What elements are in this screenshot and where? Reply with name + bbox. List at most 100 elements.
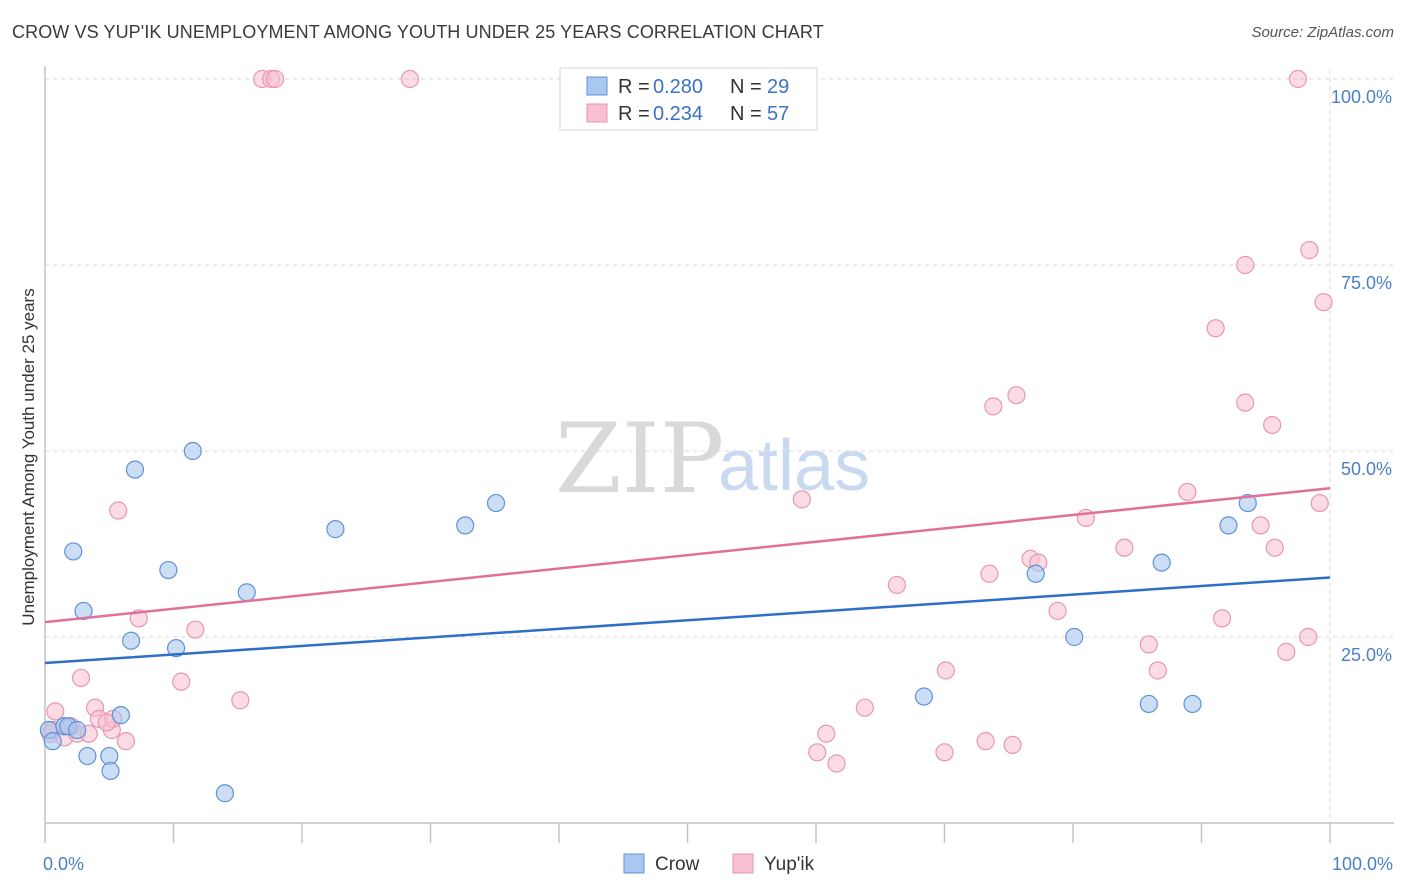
yupik-point (1115, 538, 1134, 557)
x-tick-labels: 0.0% 100.0% (43, 854, 1393, 874)
yupik-point (1288, 69, 1307, 89)
crow-point (43, 732, 62, 751)
yupik-point (980, 564, 999, 583)
yupik-point (936, 661, 955, 680)
crow-point (914, 687, 934, 706)
crow-point (1152, 553, 1171, 572)
y-axis-label: Unemployment Among Youth under 25 years (19, 288, 38, 625)
yupik-point (1212, 609, 1232, 628)
yupik-point (1251, 516, 1270, 535)
yupik-point (71, 668, 91, 688)
yupik-point (1148, 661, 1167, 680)
yupik-point (97, 713, 116, 732)
yupik-point (1178, 482, 1197, 502)
yupik-point (1003, 735, 1022, 754)
source-credit: Source: ZipAtlas.com (1251, 24, 1394, 41)
yupik-point (265, 69, 285, 89)
yupik-point (1263, 415, 1282, 435)
yupik-legend-swatch (586, 103, 608, 123)
watermark-zip: ZIP (555, 403, 724, 515)
y-tick-label: 25.0% (1341, 645, 1392, 665)
yupik-point (1236, 255, 1255, 275)
crow-point (78, 746, 97, 766)
crow-point (111, 706, 130, 725)
crow-point (1183, 694, 1202, 714)
yupik-point (855, 698, 874, 717)
yupik-point (817, 724, 836, 743)
yupik-point (808, 743, 827, 762)
yupik-point (400, 69, 420, 89)
yupik-point (231, 691, 250, 710)
yupik-bottom-label: Yup'ik (764, 854, 815, 875)
crow-point (215, 784, 234, 803)
y-tick-labels: 25.0% 50.0% 75.0% 100.0% (1331, 87, 1392, 665)
crow-point (166, 639, 186, 658)
yupik-point (1139, 635, 1158, 654)
crow-point (74, 601, 93, 621)
crow-point (125, 460, 145, 479)
crow-point (101, 761, 120, 781)
yupik-point (1314, 293, 1333, 312)
crow-point (326, 520, 345, 539)
yupik-point (116, 732, 136, 751)
yupik-point (935, 743, 954, 762)
yupik-bottom-swatch (732, 853, 754, 874)
crow-point (121, 631, 141, 650)
yupik-point (827, 754, 846, 773)
yupik-point (172, 672, 191, 691)
yupik-point (1310, 493, 1329, 513)
yupik-point (1206, 319, 1225, 338)
yupik-n-label: N = (730, 103, 762, 125)
crow-point (159, 560, 178, 580)
crow-n-value: 29 (767, 76, 789, 98)
crow-point (237, 583, 256, 602)
crow-point (1238, 493, 1257, 513)
x-tick-label-max: 100.0% (1332, 854, 1393, 874)
crow-bottom-label: Crow (655, 854, 700, 875)
yupik-r-label: R = (618, 103, 650, 125)
chart-title: CROW VS YUP'IK UNEMPLOYMENT AMONG YOUTH … (12, 22, 824, 42)
yupik-point (984, 397, 1003, 416)
yupik-point (1300, 241, 1319, 260)
yupik-point (1277, 642, 1296, 661)
crow-point (456, 516, 475, 535)
crow-legend-swatch (586, 76, 608, 96)
yupik-point (109, 501, 128, 520)
yupik-trend-line (44, 486, 1331, 624)
yupik-point (1299, 627, 1318, 647)
axes (44, 66, 1394, 843)
crow-point (64, 542, 83, 561)
yupik-n-value: 57 (767, 103, 789, 125)
crow-point (486, 493, 506, 513)
crow-point (68, 720, 87, 740)
crow-point (1026, 564, 1045, 583)
x-tick-label-min: 0.0% (43, 854, 84, 874)
yupik-point (186, 620, 205, 639)
yupik-point (1007, 386, 1026, 405)
crow-point (1219, 516, 1238, 535)
trend-lines (44, 486, 1331, 665)
crow-bottom-swatch (623, 853, 645, 874)
yupik-point (46, 702, 65, 721)
crow-n-label: N = (730, 76, 762, 98)
crow-points (39, 441, 1257, 803)
yupik-point (976, 732, 995, 751)
y-tick-label: 50.0% (1341, 459, 1392, 479)
crow-r-value: 0.280 (653, 76, 703, 98)
y-tick-label: 75.0% (1341, 273, 1392, 293)
watermark-atlas: atlas (718, 426, 870, 506)
yupik-point (887, 575, 907, 595)
bottom-legend: Crow Yup'ik (623, 853, 815, 875)
yupik-point (1236, 393, 1255, 412)
yupik-point (1048, 601, 1067, 621)
yupik-point (129, 609, 148, 628)
watermark: ZIP atlas (555, 403, 870, 515)
top-legend: R = 0.280 N = 29 R = 0.234 N = 57 (559, 67, 818, 131)
crow-r-label: R = (618, 76, 650, 98)
y-tick-label: 100.0% (1331, 87, 1392, 107)
crow-point (1065, 627, 1084, 647)
crow-trend-line (44, 576, 1331, 665)
crow-point (1139, 694, 1158, 714)
crow-point (183, 441, 202, 461)
